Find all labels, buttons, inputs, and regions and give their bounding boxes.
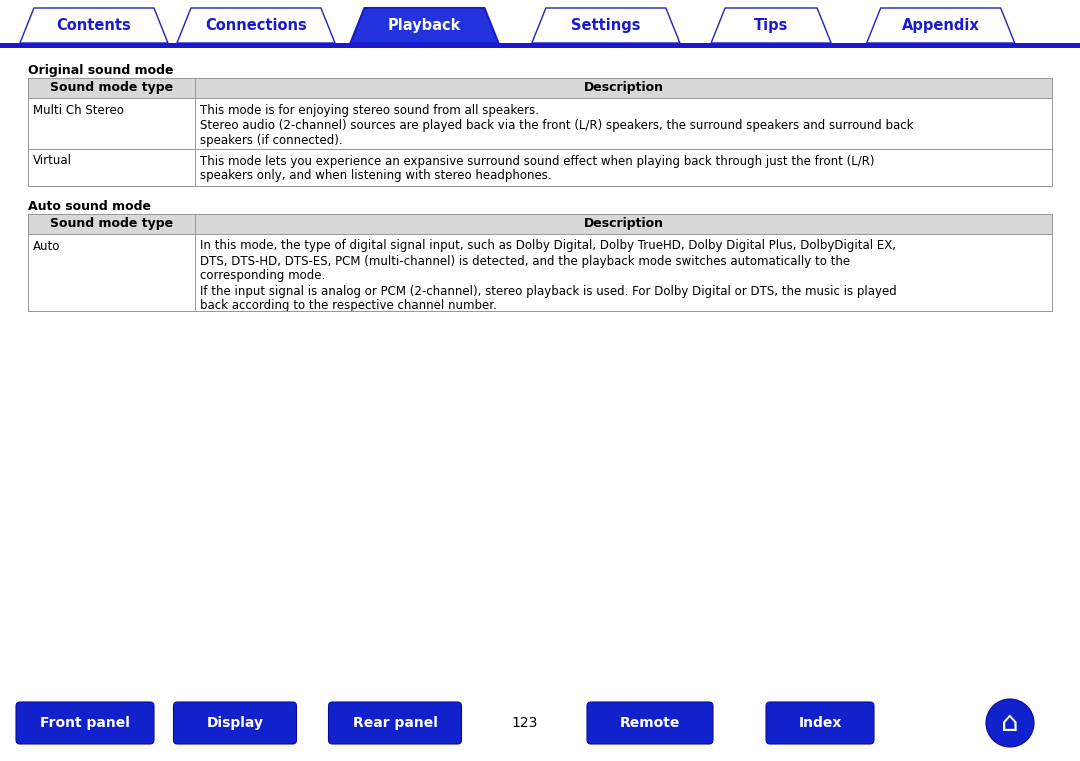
Text: 123: 123	[512, 716, 538, 730]
Text: Sound mode type: Sound mode type	[50, 81, 173, 94]
Bar	[28, 214, 1052, 311]
FancyBboxPatch shape	[766, 702, 874, 744]
Bar	[28, 78, 1052, 186]
Text: Multi Ch Stereo: Multi Ch Stereo	[33, 104, 124, 117]
FancyBboxPatch shape	[174, 702, 297, 744]
Text: Remote: Remote	[620, 716, 680, 730]
Bar	[28, 214, 1052, 234]
Text: Contents: Contents	[56, 18, 132, 33]
Text: Auto: Auto	[33, 240, 60, 253]
Text: Virtual: Virtual	[33, 154, 72, 167]
Text: Settings: Settings	[571, 18, 640, 33]
Polygon shape	[350, 8, 499, 43]
Text: Description: Description	[583, 217, 663, 230]
Bar	[28, 234, 1052, 311]
Polygon shape	[531, 8, 680, 43]
FancyBboxPatch shape	[16, 702, 154, 744]
Bar	[28, 148, 1052, 186]
Text: Index: Index	[798, 716, 841, 730]
Bar	[28, 98, 1052, 148]
Polygon shape	[19, 8, 168, 43]
FancyBboxPatch shape	[328, 702, 461, 744]
Text: Rear panel: Rear panel	[352, 716, 437, 730]
Polygon shape	[866, 8, 1015, 43]
Text: ⌂: ⌂	[1001, 709, 1018, 737]
FancyBboxPatch shape	[588, 702, 713, 744]
Text: Original sound mode: Original sound mode	[28, 64, 174, 77]
Text: This mode is for enjoying stereo sound from all speakers.
Stereo audio (2-channe: This mode is for enjoying stereo sound f…	[200, 104, 914, 147]
Text: Connections: Connections	[205, 18, 307, 33]
Circle shape	[986, 699, 1034, 747]
Polygon shape	[711, 8, 832, 43]
Polygon shape	[177, 8, 335, 43]
Text: Display: Display	[206, 716, 264, 730]
Text: Auto sound mode: Auto sound mode	[28, 199, 151, 212]
Text: Sound mode type: Sound mode type	[50, 217, 173, 230]
Text: This mode lets you experience an expansive surround sound effect when playing ba: This mode lets you experience an expansi…	[200, 154, 875, 183]
Text: Tips: Tips	[754, 18, 788, 33]
Text: Appendix: Appendix	[902, 18, 980, 33]
Text: Front panel: Front panel	[40, 716, 130, 730]
Bar	[0, 43, 1080, 48]
Text: Description: Description	[583, 81, 663, 94]
Bar	[28, 78, 1052, 98]
Text: Playback: Playback	[388, 18, 461, 33]
Text: In this mode, the type of digital signal input, such as Dolby Digital, Dolby Tru: In this mode, the type of digital signal…	[200, 240, 896, 313]
